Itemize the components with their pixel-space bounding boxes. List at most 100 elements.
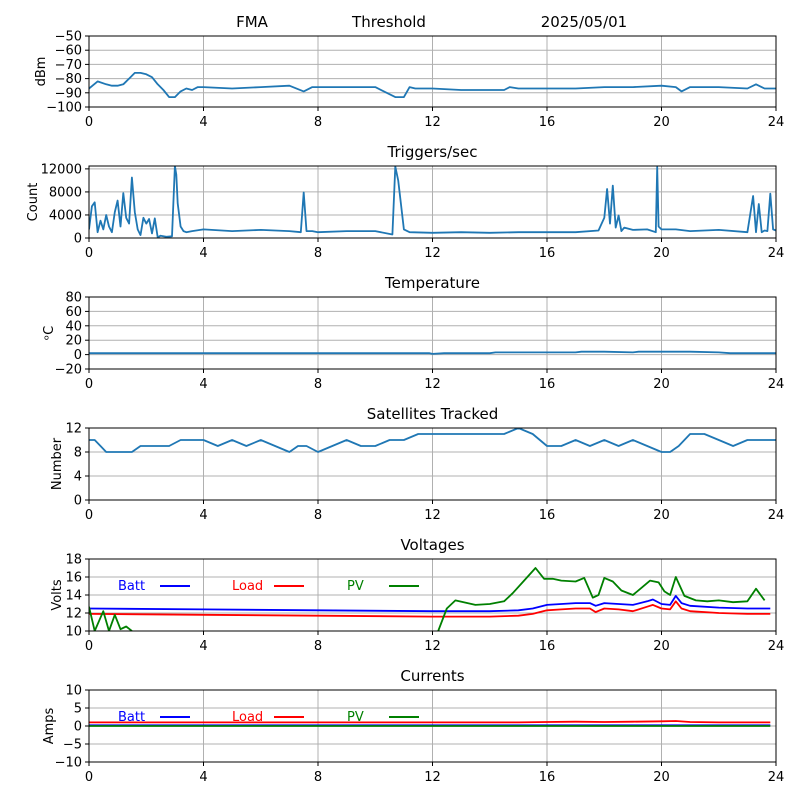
legend-label-batt: Batt bbox=[118, 710, 145, 725]
y-tick-label: 12 bbox=[65, 422, 82, 437]
panel-title: Satellites Tracked bbox=[367, 405, 498, 423]
legend-label-pv: PV bbox=[347, 710, 364, 725]
x-tick-label: 4 bbox=[199, 508, 207, 523]
y-tick-label: −70 bbox=[55, 58, 82, 73]
x-tick-label: 0 bbox=[85, 246, 93, 261]
x-tick-label: 24 bbox=[768, 639, 785, 654]
x-tick-label: 16 bbox=[539, 115, 556, 130]
x-tick-label: 0 bbox=[85, 377, 93, 392]
y-tick-label: −90 bbox=[55, 86, 82, 101]
y-tick-label: −5 bbox=[63, 738, 82, 753]
header-date: 2025/05/01 bbox=[541, 13, 627, 31]
x-tick-label: 20 bbox=[653, 246, 670, 261]
y-tick-label: 8 bbox=[74, 446, 82, 461]
y-tick-label: 20 bbox=[65, 334, 82, 349]
x-tick-label: 16 bbox=[539, 770, 556, 785]
panel-voltages: 0 4 8 12 16 20 24 10 12 14 16 18 Voltages Volts Batt Lo… bbox=[50, 536, 784, 654]
legend-label-load: Load bbox=[232, 579, 263, 594]
panel-currents: 0 4 8 12 16 20 24 −10 −5 0 5 10 Currents Amps Batt Load… bbox=[42, 667, 784, 785]
y-axis-label: Amps bbox=[42, 707, 57, 744]
x-tick-label: 8 bbox=[314, 115, 322, 130]
y-tick-label: 16 bbox=[65, 571, 82, 586]
x-tick-label: 0 bbox=[85, 639, 93, 654]
y-tick-label: 0 bbox=[74, 494, 82, 509]
y-tick-label: −20 bbox=[55, 363, 82, 378]
legend-label-pv: PV bbox=[347, 579, 364, 594]
y-tick-label: −60 bbox=[55, 44, 82, 59]
panel-title: Currents bbox=[400, 667, 464, 685]
x-tick-label: 12 bbox=[424, 508, 441, 523]
x-tick-label: 16 bbox=[539, 377, 556, 392]
y-tick-label: 10 bbox=[65, 684, 82, 699]
y-tick-label: 4000 bbox=[49, 208, 82, 223]
x-tick-label: 4 bbox=[199, 246, 207, 261]
y-tick-label: 10 bbox=[65, 625, 82, 640]
x-tick-label: 0 bbox=[85, 115, 93, 130]
y-tick-label: 80 bbox=[65, 291, 82, 306]
x-tick-label: 8 bbox=[314, 639, 322, 654]
x-tick-label: 8 bbox=[314, 508, 322, 523]
x-tick-label: 4 bbox=[199, 377, 207, 392]
x-tick-label: 24 bbox=[768, 246, 785, 261]
legend-label-batt: Batt bbox=[118, 579, 145, 594]
y-tick-label: −10 bbox=[55, 756, 82, 771]
x-tick-label: 16 bbox=[539, 246, 556, 261]
x-tick-label: 20 bbox=[653, 770, 670, 785]
x-tick-label: 20 bbox=[653, 508, 670, 523]
y-tick-label: −50 bbox=[55, 30, 82, 45]
y-tick-label: −80 bbox=[55, 72, 82, 87]
series-line bbox=[89, 72, 776, 98]
y-tick-label: 12000 bbox=[41, 162, 82, 177]
series-line-load bbox=[89, 720, 771, 724]
panel-signal: 0 4 8 12 16 20 24 −100−90−80−70−60−50 dBm bbox=[34, 30, 784, 131]
y-tick-label: 40 bbox=[65, 319, 82, 334]
x-tick-label: 12 bbox=[424, 770, 441, 785]
x-tick-label: 0 bbox=[85, 508, 93, 523]
x-tick-label: 4 bbox=[199, 639, 207, 654]
x-tick-label: 4 bbox=[199, 770, 207, 785]
x-tick-label: 8 bbox=[314, 246, 322, 261]
panel-title: Voltages bbox=[400, 536, 464, 554]
x-tick-label: 4 bbox=[199, 115, 207, 130]
header-station: FMA bbox=[236, 13, 269, 31]
x-tick-label: 16 bbox=[539, 639, 556, 654]
x-tick-label: 20 bbox=[653, 639, 670, 654]
y-tick-label: 0 bbox=[74, 720, 82, 735]
y-tick-label: −100 bbox=[46, 101, 82, 116]
y-tick-label: 12 bbox=[65, 607, 82, 622]
y-tick-label: 0 bbox=[74, 348, 82, 363]
y-tick-label: 8000 bbox=[49, 185, 82, 200]
legend-label-load: Load bbox=[232, 710, 263, 725]
y-axis-label: Volts bbox=[50, 579, 65, 611]
x-tick-label: 12 bbox=[424, 377, 441, 392]
y-axis-label: dBm bbox=[34, 57, 49, 87]
x-tick-label: 24 bbox=[768, 770, 785, 785]
y-tick-label: 60 bbox=[65, 305, 82, 320]
y-tick-label: 0 bbox=[74, 232, 82, 247]
y-axis-label: Number bbox=[50, 437, 65, 490]
x-tick-label: 24 bbox=[768, 115, 785, 130]
series-line bbox=[89, 166, 776, 238]
x-tick-label: 16 bbox=[539, 508, 556, 523]
y-axis-label: Count bbox=[26, 183, 41, 222]
header-mode: Threshold bbox=[351, 13, 426, 31]
series-line bbox=[89, 428, 776, 453]
x-tick-label: 0 bbox=[85, 770, 93, 785]
x-tick-label: 12 bbox=[424, 639, 441, 654]
series-line bbox=[89, 350, 776, 355]
x-tick-label: 12 bbox=[424, 115, 441, 130]
series-line-pv bbox=[89, 567, 766, 631]
panel-triggers: 0 4 8 12 16 20 24 0 4000 8000 12000 Triggers/sec Cou… bbox=[26, 143, 784, 261]
x-tick-label: 20 bbox=[653, 377, 670, 392]
x-tick-label: 20 bbox=[653, 115, 670, 130]
y-tick-label: 4 bbox=[74, 470, 82, 485]
panel-title: Temperature bbox=[384, 274, 480, 292]
panel-title: Triggers/sec bbox=[387, 143, 478, 161]
x-tick-label: 24 bbox=[768, 377, 785, 392]
x-tick-label: 24 bbox=[768, 508, 785, 523]
panel-satellites: 0 4 8 12 16 20 24 0 4 8 12 Satellites Tracked Number bbox=[50, 405, 784, 523]
x-tick-label: 12 bbox=[424, 246, 441, 261]
series-line-load bbox=[89, 600, 771, 618]
